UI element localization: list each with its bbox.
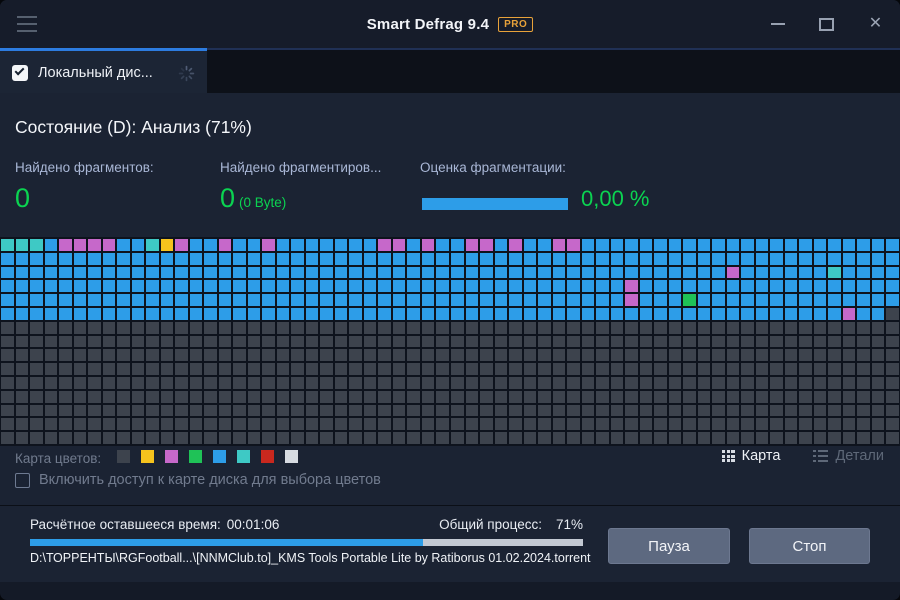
pro-badge: PRO — [498, 16, 534, 32]
legend-swatch-Y — [141, 450, 154, 463]
minimize-button[interactable] — [753, 0, 802, 48]
current-file-path: D:\ТОРРЕНТЫ\RGFootball...\[NNMClub.to]_K… — [30, 551, 591, 565]
color-map-label: Карта цветов: — [15, 451, 102, 466]
legend-swatch-R — [261, 450, 274, 463]
found-fragments-label: Найдено фрагментов: — [15, 160, 154, 175]
estimate-bar-fill — [422, 198, 568, 210]
fragmentation-estimate-value: 0,00 % — [581, 186, 650, 211]
legend-swatch-M — [165, 450, 178, 463]
overall-progress-bar — [30, 539, 583, 546]
remaining-time: Расчётное оставшееся время: 00:01:06 — [30, 517, 279, 532]
fragmented-files-label: Найдено фрагментиров... — [220, 160, 382, 175]
menu-icon[interactable] — [17, 15, 39, 33]
overall-progress-value: 71% — [555, 517, 583, 532]
legend-swatch-T — [237, 450, 250, 463]
fragmented-files-detail: (0 Byte) — [239, 195, 287, 210]
view-details-label: Детали — [835, 448, 884, 464]
footer-panel: Расчётное оставшееся время: 00:01:06 Общи… — [0, 505, 900, 582]
fragmentation-estimate-label: Оценка фрагментации: — [420, 160, 566, 175]
check-icon — [14, 65, 25, 76]
view-map-label: Карта — [741, 448, 781, 464]
grid-icon — [721, 450, 735, 462]
legend-swatch-B — [213, 450, 226, 463]
window-controls: ✕ — [753, 0, 900, 48]
legend-swatch-D — [117, 450, 130, 463]
found-fragments-value: 0 — [15, 183, 31, 213]
view-toggles: Карта Детали — [721, 448, 884, 464]
pause-button[interactable]: Пауза — [608, 528, 730, 564]
close-button[interactable]: ✕ — [851, 0, 900, 48]
spinner-icon — [178, 65, 195, 81]
estimate-bar — [422, 198, 568, 210]
color-access-row[interactable]: Включить доступ к карте диска для выбора… — [15, 472, 381, 488]
status-heading: Состояние (D): Анализ (71%) — [15, 117, 252, 137]
main-content: Состояние (D): Анализ (71%) Найдено фраг… — [0, 93, 900, 582]
tab-local-disk[interactable]: Локальный дис... — [0, 48, 207, 95]
maximize-button[interactable] — [802, 0, 851, 48]
color-access-checkbox[interactable] — [15, 472, 30, 488]
app-title: Smart Defrag 9.4 — [366, 15, 490, 33]
color-access-label: Включить доступ к карте диска для выбора… — [39, 472, 381, 488]
remaining-time-value: 00:01:06 — [226, 517, 280, 532]
maximize-icon — [819, 17, 834, 31]
remaining-time-label: Расчётное оставшееся время: — [30, 517, 221, 532]
disk-map-grid[interactable] — [0, 237, 900, 446]
overall-progress-fill — [30, 539, 423, 546]
title-wrap: Smart Defrag 9.4 PRO — [0, 0, 900, 48]
titlebar: Smart Defrag 9.4 PRO ✕ — [0, 0, 900, 48]
legend-swatch-W — [285, 450, 298, 463]
overall-progress-label: Общий процесс: — [439, 517, 542, 532]
tab-label: Локальный дис... — [38, 65, 153, 81]
minimize-icon — [770, 23, 785, 25]
tab-checkbox[interactable] — [12, 65, 28, 81]
list-icon — [813, 450, 829, 462]
close-icon: ✕ — [868, 15, 883, 32]
view-details-button[interactable]: Детали — [813, 448, 884, 464]
stop-button[interactable]: Стоп — [749, 528, 870, 564]
overall-progress-text: Общий процесс: 71% — [439, 517, 583, 532]
legend-swatch-G — [189, 450, 202, 463]
view-map-button[interactable]: Карта — [721, 448, 781, 464]
legend-swatches — [117, 450, 298, 463]
tab-bar: Локальный дис... — [0, 48, 900, 95]
fragmented-files-value: 0 (0 Byte) — [220, 183, 287, 213]
